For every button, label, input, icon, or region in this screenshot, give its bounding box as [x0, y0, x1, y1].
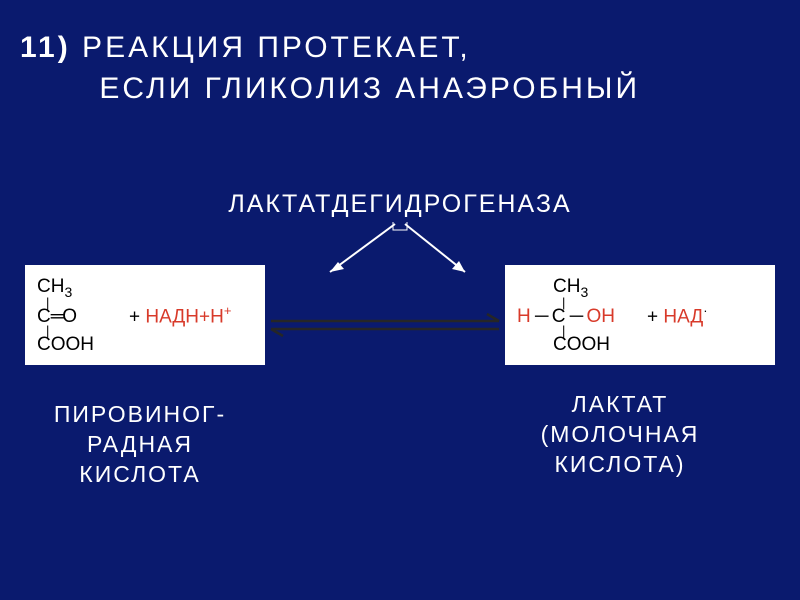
- reaction-row: CH3 | C═O | COOH + НАДН+Н+: [25, 265, 775, 375]
- reactant-label: ПИРОВИНОГ- РАДНАЯ КИСЛОТА: [40, 400, 240, 490]
- slide-title: 11) РЕАКЦИЯ ПРОТЕКАЕТ, ЕСЛИ ГЛИКОЛИЗ АНА…: [20, 28, 780, 109]
- plus-nad: + НАД·: [647, 304, 708, 328]
- nad-label: НАД: [663, 306, 703, 327]
- chem-text: CH: [553, 276, 580, 297]
- label-line: ЛАКТАТ: [572, 391, 669, 417]
- product-label: ЛАКТАТ (МОЛОЧНАЯ КИСЛОТА): [510, 390, 730, 480]
- title-number: 11): [20, 31, 71, 64]
- lactate-structure: CH3 | H ─ C ─ OH | COOH: [517, 276, 647, 357]
- chem-h: H: [517, 306, 531, 327]
- title-line1: РЕАКЦИЯ ПРОТЕКАЕТ,: [71, 31, 471, 64]
- label-line: РАДНАЯ: [87, 431, 193, 457]
- label-line: КИСЛОТА): [554, 451, 685, 477]
- chem-oh: OH: [587, 306, 616, 327]
- chem-text: COOH: [517, 334, 647, 356]
- plus-nadh: + НАДН+Н+: [129, 304, 231, 328]
- chem-sub: 3: [580, 284, 588, 300]
- plus-sign: +: [129, 306, 145, 327]
- hplus: +: [224, 303, 232, 318]
- title-line2: ЕСЛИ ГЛИКОЛИЗ АНАЭРОБНЫЙ: [99, 72, 640, 105]
- nadh-label: НАДН+Н: [145, 306, 223, 327]
- product-box: CH3 | H ─ C ─ OH | COOH + НАД·: [505, 265, 775, 365]
- reactant-box: CH3 | C═O | COOH + НАДН+Н+: [25, 265, 265, 365]
- label-line: КИСЛОТА: [79, 461, 200, 487]
- plus-sign: +: [647, 306, 663, 327]
- label-line: (МОЛОЧНАЯ: [541, 421, 700, 447]
- chem-text: CH: [37, 276, 64, 297]
- nad-dot: ·: [703, 303, 707, 318]
- equilibrium-arrows: [265, 305, 505, 335]
- chem-sub: 3: [64, 284, 72, 300]
- chem-text: O: [62, 306, 77, 327]
- pyruvate-structure: CH3 | C═O | COOH: [37, 276, 129, 357]
- chem-text: COOH: [37, 334, 129, 356]
- slide: 11) РЕАКЦИЯ ПРОТЕКАЕТ, ЕСЛИ ГЛИКОЛИЗ АНА…: [0, 0, 800, 600]
- label-line: ПИРОВИНОГ-: [54, 401, 226, 427]
- enzyme-label: ЛАКТАТДЕГИДРОГЕНАЗА: [0, 190, 800, 219]
